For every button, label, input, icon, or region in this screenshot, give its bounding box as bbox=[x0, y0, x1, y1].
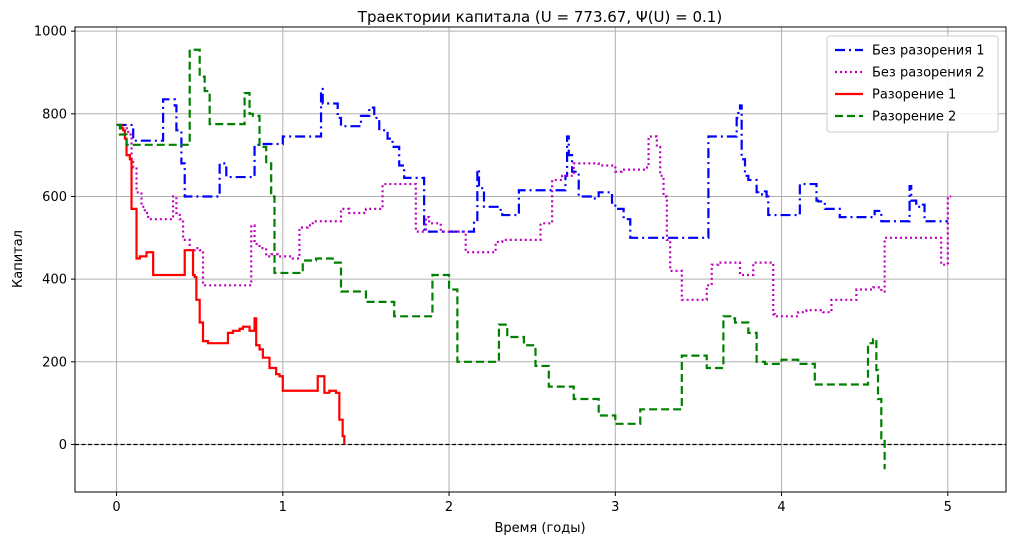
y-tick-label: 400 bbox=[42, 273, 67, 288]
legend-label: Без разорения 1 bbox=[872, 44, 984, 59]
plot-frame bbox=[74, 26, 1007, 493]
x-axis-label: Время (годы) bbox=[494, 521, 585, 536]
legend-label: Без разорения 2 bbox=[872, 66, 984, 81]
y-axis-label: Капитал bbox=[11, 230, 26, 288]
legend-label: Разорение 2 bbox=[872, 110, 956, 125]
legend: Без разорения 1 Без разорения 2 Разорение … bbox=[826, 35, 999, 133]
legend-box bbox=[826, 35, 999, 133]
legend-label: Разорение 1 bbox=[872, 88, 956, 103]
x-tick-label: 0 bbox=[112, 500, 120, 515]
series-line-3 bbox=[116, 123, 346, 445]
y-tick-label: 0 bbox=[59, 438, 67, 453]
y-tick-label: 200 bbox=[42, 355, 67, 370]
series-line-2 bbox=[118, 123, 952, 318]
y-axis: 0 200 400 600 800 1000 bbox=[34, 25, 75, 453]
y-tick-label: 1000 bbox=[34, 25, 67, 40]
x-tick-label: 4 bbox=[777, 500, 785, 515]
x-tick-label: 5 bbox=[944, 500, 952, 515]
x-axis: 0 1 2 3 4 5 bbox=[112, 492, 952, 515]
x-tick-label: 2 bbox=[445, 500, 453, 515]
y-tick-label: 800 bbox=[42, 107, 67, 122]
x-tick-label: 1 bbox=[279, 500, 287, 515]
series-line-4 bbox=[116, 48, 886, 470]
series-layer bbox=[116, 48, 952, 470]
x-tick-label: 3 bbox=[611, 500, 619, 515]
chart-title: Траектории капитала (U = 773.67, Ψ(U) = … bbox=[357, 8, 722, 26]
y-tick-label: 600 bbox=[42, 190, 67, 205]
